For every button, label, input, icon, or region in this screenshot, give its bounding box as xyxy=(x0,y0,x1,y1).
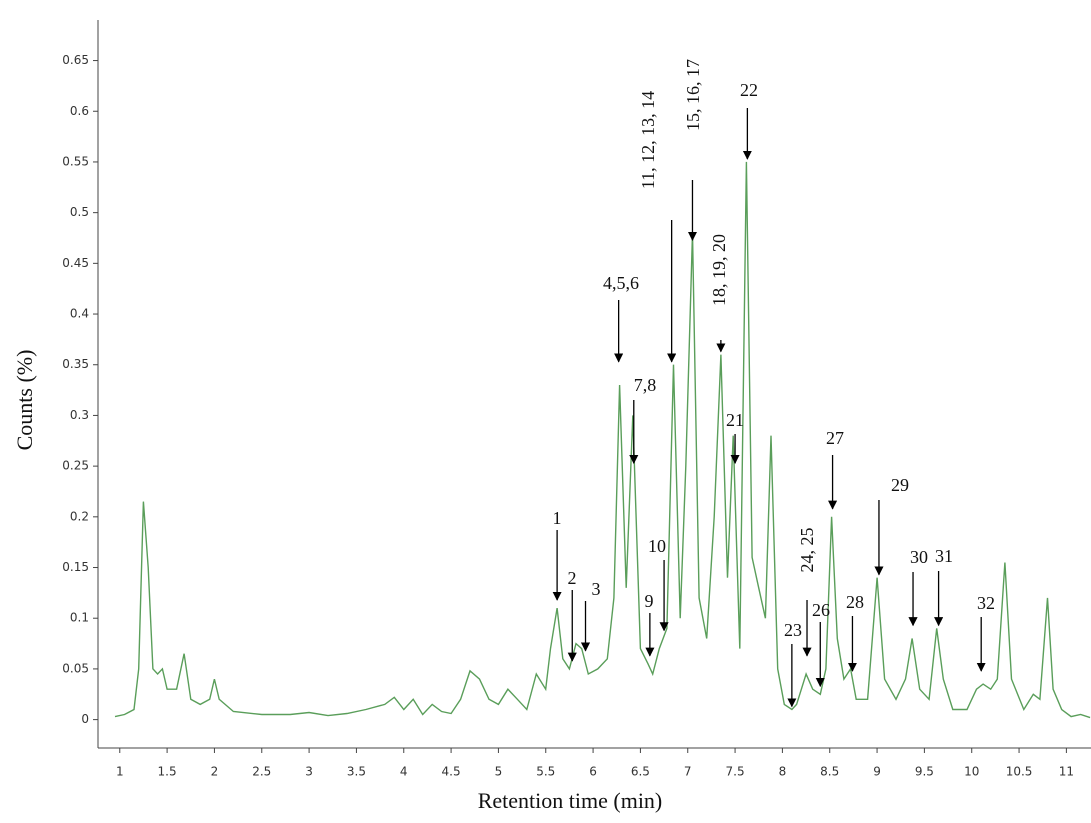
x-tick-label: 8 xyxy=(779,765,787,779)
x-tick-label: 4.5 xyxy=(442,765,461,779)
y-tick-label: 0.1 xyxy=(70,611,89,625)
x-tick-label: 6.5 xyxy=(631,765,650,779)
annotation-label: 15, 16, 17 xyxy=(683,59,703,131)
x-tick-label: 1.5 xyxy=(158,765,177,779)
y-tick-label: 0.45 xyxy=(62,256,89,270)
annotation-label: 28 xyxy=(846,592,864,612)
y-tick-label: 0 xyxy=(81,712,89,726)
x-tick-label: 9 xyxy=(873,765,881,779)
x-tick-label: 5.5 xyxy=(536,765,555,779)
annotation-label: 22 xyxy=(740,80,758,100)
y-tick-label: 0.3 xyxy=(70,408,89,422)
annotation-label: 4,5,6 xyxy=(603,273,639,293)
annotation-label: 2 xyxy=(568,568,577,588)
x-tick-label: 1 xyxy=(116,765,124,779)
y-tick-label: 0.4 xyxy=(70,307,89,321)
x-tick-label: 4 xyxy=(400,765,408,779)
annotation-label: 7,8 xyxy=(634,375,657,395)
y-axis-title: Counts (%) xyxy=(12,350,37,451)
annotation-label: 1 xyxy=(553,508,562,528)
y-tick-label: 0.15 xyxy=(62,560,89,574)
annotation-label: 10 xyxy=(648,536,666,556)
x-tick-label: 2 xyxy=(211,765,219,779)
x-tick-label: 3 xyxy=(305,765,313,779)
annotation-label: 9 xyxy=(645,591,654,611)
x-tick-label: 5 xyxy=(495,765,503,779)
x-axis-title: Retention time (min) xyxy=(478,788,663,813)
annotation-label: 32 xyxy=(977,593,995,613)
annotation-label: 31 xyxy=(935,546,953,566)
y-tick-label: 0.55 xyxy=(62,154,89,168)
annotation-label: 11, 12, 13, 14 xyxy=(638,91,658,189)
annotation-label: 18, 19, 20 xyxy=(709,234,729,306)
annotation-label: 27 xyxy=(826,428,844,448)
annotation-label: 23 xyxy=(784,620,802,640)
trace xyxy=(114,161,1091,719)
x-tick-label: 10.5 xyxy=(1006,765,1033,779)
x-tick-label: 6 xyxy=(589,765,597,779)
y-tick-label: 0.35 xyxy=(62,357,89,371)
y-tick-label: 0.05 xyxy=(62,661,89,675)
x-tick-label: 10 xyxy=(964,765,979,779)
x-tick-label: 7 xyxy=(684,765,692,779)
annotation-label: 30 xyxy=(910,547,928,567)
x-tick-label: 9.5 xyxy=(915,765,934,779)
annotation-label: 21 xyxy=(726,410,744,430)
annotation-label: 26 xyxy=(812,600,830,620)
x-tick-label: 7.5 xyxy=(726,765,745,779)
x-tick-label: 11 xyxy=(1059,765,1074,779)
y-tick-label: 0.6 xyxy=(70,104,89,118)
x-tick-label: 3.5 xyxy=(347,765,366,779)
annotation-label: 29 xyxy=(891,475,909,495)
annotation-label: 24, 25 xyxy=(797,528,817,573)
y-tick-label: 0.25 xyxy=(62,459,89,473)
annotation-label: 3 xyxy=(592,579,601,599)
y-tick-label: 0.2 xyxy=(70,509,89,523)
x-tick-label: 2.5 xyxy=(252,765,271,779)
y-tick-label: 0.65 xyxy=(62,53,89,67)
x-tick-label: 8.5 xyxy=(820,765,839,779)
y-tick-label: 0.5 xyxy=(70,205,89,219)
